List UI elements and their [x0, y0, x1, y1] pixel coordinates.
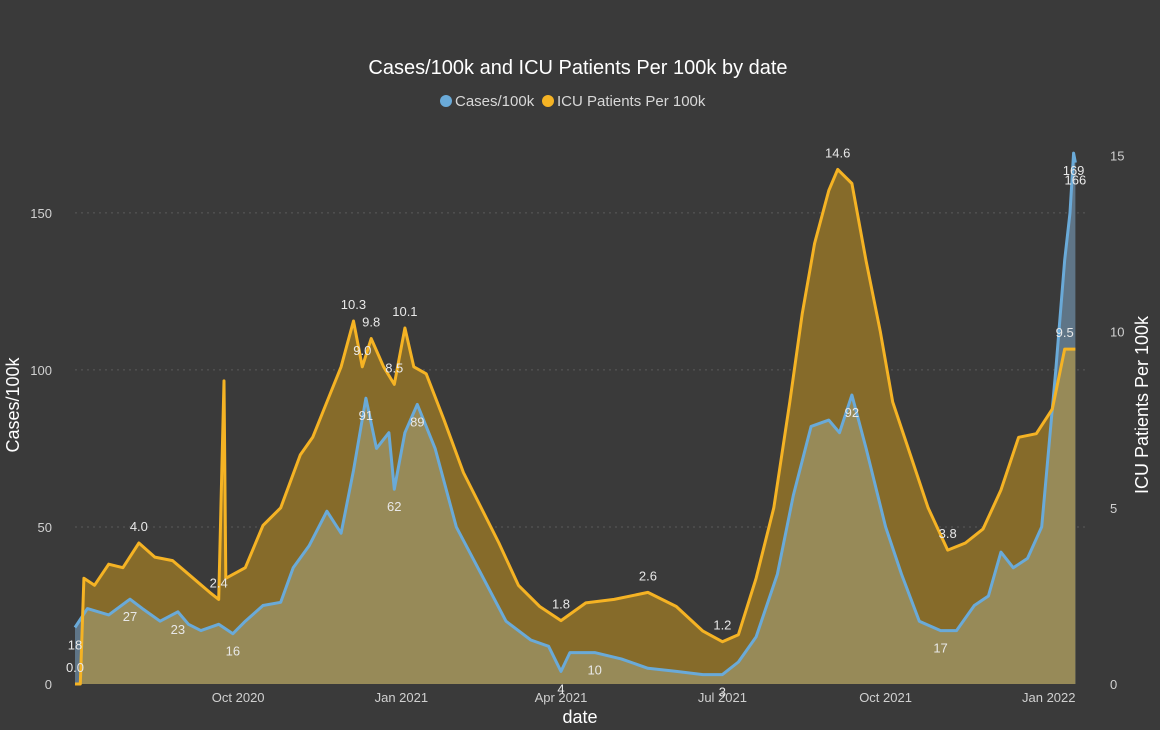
x-tick-label: Jul 2021 — [698, 690, 747, 705]
cases-data-label: 18 — [68, 637, 82, 652]
icu-data-label: 1.8 — [552, 597, 570, 612]
icu-data-label: 10.1 — [392, 304, 417, 319]
chart-title: Cases/100k and ICU Patients Per 100k by … — [368, 57, 787, 79]
cases-data-label: 91 — [359, 408, 373, 423]
y-tick-label: 100 — [30, 363, 52, 378]
x-tick-label: Oct 2020 — [212, 690, 265, 705]
cases-data-label: 62 — [387, 499, 401, 514]
legend-label-cases[interactable]: Cases/100k — [455, 93, 535, 110]
cases-data-label: 89 — [410, 414, 424, 429]
gridlines — [75, 212, 1086, 528]
legend-swatch-cases — [440, 95, 452, 107]
y2-tick-label: 5 — [1110, 501, 1117, 516]
y2-axis-ticks: 0 5 10 15 — [1110, 148, 1124, 692]
cases-line[interactable] — [73, 151, 1077, 677]
icu-data-label: 10.3 — [341, 297, 366, 312]
x-axis-ticks: Oct 2020 Jan 2021 Apr 2021 Jul 2021 Oct 2021… — [212, 690, 1076, 705]
cases-data-label: 17 — [933, 641, 947, 656]
icu-line[interactable] — [75, 167, 1076, 686]
icu-data-label: 9.5 — [1056, 325, 1074, 340]
plot-lines[interactable] — [73, 151, 1077, 686]
cases-data-label: 27 — [123, 609, 137, 624]
x-tick-label: Oct 2021 — [859, 690, 912, 705]
cases-data-label: 16 — [226, 644, 240, 659]
icu-data-label: 4.0 — [130, 519, 148, 534]
cases-data-label: 10 — [587, 663, 601, 678]
icu-data-label: 2.6 — [639, 568, 657, 583]
cases-data-label: 92 — [845, 405, 859, 420]
y2-axis-title: ICU Patients Per 100k — [1132, 315, 1152, 494]
plot-areas — [75, 153, 1076, 685]
icu-data-label: 3.8 — [939, 526, 957, 541]
icu-data-label: 14.6 — [825, 145, 850, 160]
legend-swatch-icu — [542, 95, 554, 107]
cases-data-label: 169 — [1063, 163, 1085, 178]
x-tick-label: Apr 2021 — [535, 690, 588, 705]
y-tick-label: 50 — [38, 520, 52, 535]
legend-label-icu[interactable]: ICU Patients Per 100k — [557, 93, 706, 110]
cases-data-label: 166 — [1065, 173, 1087, 188]
y-axis-ticks: 0 50 100 150 — [30, 206, 52, 692]
cases-data-label: 3 — [719, 685, 726, 700]
icu-data-label: 2.4 — [210, 575, 228, 590]
y-tick-label: 150 — [30, 206, 52, 221]
icu-data-label: 1.2 — [713, 618, 731, 633]
y-axis-title: Cases/100k — [3, 356, 23, 452]
cases-data-label: 23 — [171, 622, 185, 637]
legend[interactable]: Cases/100k ICU Patients Per 100k — [440, 93, 706, 110]
y-tick-label: 0 — [45, 677, 52, 692]
icu-data-label: 9.8 — [362, 315, 380, 330]
y2-tick-label: 10 — [1110, 325, 1124, 340]
x-tick-label: Jan 2022 — [1022, 690, 1076, 705]
x-axis-title: date — [562, 707, 597, 727]
cases-data-label: 4 — [557, 681, 564, 696]
icu-data-label: 0.0 — [66, 660, 84, 675]
x-tick-label: Jan 2021 — [375, 690, 429, 705]
y2-tick-label: 15 — [1110, 148, 1124, 163]
icu-data-label: 9.0 — [353, 343, 371, 358]
y2-tick-label: 0 — [1110, 677, 1117, 692]
icu-data-label: 8.5 — [385, 360, 403, 375]
